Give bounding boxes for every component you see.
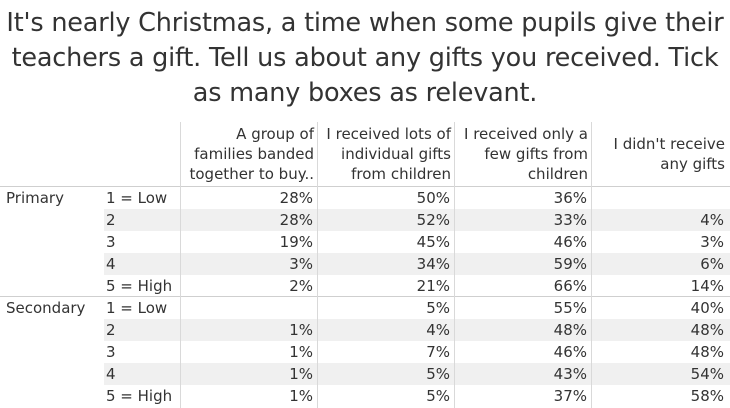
chart-title: It's nearly Christmas, a time when some … bbox=[6, 8, 724, 108]
value-cell: 2% bbox=[289, 277, 313, 295]
value-cell: 21% bbox=[416, 277, 450, 295]
value-cell: 33% bbox=[553, 211, 587, 229]
table-row: 4 1% 5% 43% 54% bbox=[104, 363, 730, 385]
value-cell: 36% bbox=[553, 189, 587, 207]
value-cell: 4% bbox=[700, 211, 724, 229]
column-header: I didn't receive any gifts bbox=[613, 135, 726, 173]
value-cell: 5% bbox=[426, 387, 450, 405]
header-separator bbox=[0, 186, 730, 187]
value-cell: 46% bbox=[553, 233, 587, 251]
value-cell: 43% bbox=[553, 365, 587, 383]
value-cell: 48% bbox=[690, 343, 724, 361]
value-cell: 28% bbox=[279, 189, 313, 207]
value-cell: 5% bbox=[426, 299, 450, 317]
row-label: 2 bbox=[106, 211, 116, 229]
column-divider bbox=[180, 122, 181, 408]
group-label: Secondary bbox=[6, 299, 86, 317]
value-cell: 59% bbox=[553, 255, 587, 273]
value-cell: 1% bbox=[289, 343, 313, 361]
table-row: 3 1% 7% 46% 48% bbox=[104, 341, 730, 363]
table-row: 5 = High 2% 21% 66% 14% bbox=[104, 275, 730, 297]
value-cell: 55% bbox=[553, 299, 587, 317]
row-label: 1 = Low bbox=[106, 299, 168, 317]
row-label: 3 bbox=[106, 343, 116, 361]
table-row: 1 = Low 5% 55% 40% bbox=[104, 297, 730, 319]
value-cell: 52% bbox=[416, 211, 450, 229]
value-cell: 58% bbox=[690, 387, 724, 405]
column-divider bbox=[591, 122, 592, 408]
table-row: 3 19% 45% 46% 3% bbox=[104, 231, 730, 253]
value-cell bbox=[591, 187, 724, 209]
value-cell: 66% bbox=[553, 277, 587, 295]
column-header: I received lots of individual gifts from… bbox=[326, 125, 451, 183]
value-cell: 40% bbox=[690, 299, 724, 317]
value-cell: 48% bbox=[690, 321, 724, 339]
column-divider bbox=[317, 122, 318, 408]
value-cell: 14% bbox=[690, 277, 724, 295]
row-label: 1 = Low bbox=[106, 189, 168, 207]
value-cell: 5% bbox=[426, 365, 450, 383]
table-row: 2 1% 4% 48% 48% bbox=[104, 319, 730, 341]
row-label: 5 = High bbox=[106, 277, 173, 295]
value-cell: 1% bbox=[289, 321, 313, 339]
column-header: A group of families banded together to b… bbox=[189, 125, 315, 183]
column-divider bbox=[454, 122, 455, 408]
table-row: 1 = Low 28% 50% 36% bbox=[104, 187, 730, 209]
value-cell: 3% bbox=[700, 233, 724, 251]
row-label: 2 bbox=[106, 321, 116, 339]
row-label: 4 bbox=[106, 255, 116, 273]
value-cell: 46% bbox=[553, 343, 587, 361]
table-row: 2 28% 52% 33% 4% bbox=[104, 209, 730, 231]
table-row: 4 3% 34% 59% 6% bbox=[104, 253, 730, 275]
value-cell: 34% bbox=[416, 255, 450, 273]
column-header: I received only a few gifts from childre… bbox=[464, 125, 588, 183]
value-cell: 1% bbox=[289, 387, 313, 405]
value-cell: 37% bbox=[553, 387, 587, 405]
row-label: 5 = High bbox=[106, 387, 173, 405]
value-cell: 3% bbox=[289, 255, 313, 273]
value-cell: 48% bbox=[553, 321, 587, 339]
row-label: 3 bbox=[106, 233, 116, 251]
crosstab-table: A group of families banded together to b… bbox=[0, 122, 730, 408]
value-cell: 45% bbox=[416, 233, 450, 251]
table-row: 5 = High 1% 5% 37% 58% bbox=[104, 385, 730, 407]
value-cell: 1% bbox=[289, 365, 313, 383]
value-cell: 7% bbox=[426, 343, 450, 361]
value-cell: 50% bbox=[416, 189, 450, 207]
value-cell: 4% bbox=[426, 321, 450, 339]
row-label: 4 bbox=[106, 365, 116, 383]
group-separator bbox=[0, 296, 730, 297]
value-cell: 54% bbox=[690, 365, 724, 383]
group-label: Primary bbox=[6, 189, 64, 207]
value-cell: 19% bbox=[279, 233, 313, 251]
value-cell: 28% bbox=[279, 211, 313, 229]
value-cell bbox=[180, 297, 313, 319]
value-cell: 6% bbox=[700, 255, 724, 273]
